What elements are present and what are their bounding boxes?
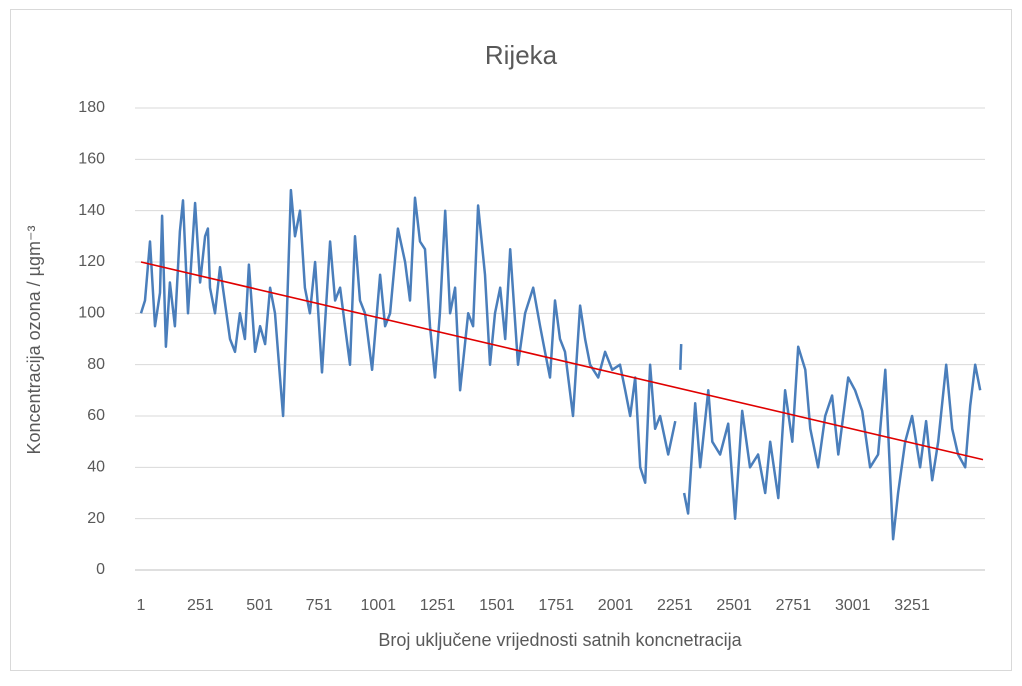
x-tick-label: 2251	[657, 597, 693, 614]
x-tick-label: 3001	[835, 597, 871, 614]
y-tick-label: 180	[78, 99, 105, 116]
y-axis-label: Koncentracija ozona / µgm⁻³	[24, 226, 44, 455]
x-tick-label: 751	[306, 597, 333, 614]
x-axis-label: Broj uključene vrijednosti satnih koncne…	[378, 630, 742, 650]
x-tick-label: 501	[246, 597, 273, 614]
x-tick-label: 1501	[479, 597, 515, 614]
chart-title: Rijeka	[485, 40, 558, 70]
y-tick-label: 100	[78, 305, 105, 322]
x-tick-label: 1751	[538, 597, 574, 614]
x-tick-label: 1251	[420, 597, 456, 614]
y-tick-label: 40	[87, 459, 105, 476]
y-tick-label: 0	[96, 561, 105, 578]
x-tick-label: 2001	[598, 597, 634, 614]
x-tick-label: 251	[187, 597, 214, 614]
y-tick-label: 60	[87, 407, 105, 424]
y-tick-label: 160	[78, 151, 105, 168]
y-tick-label: 120	[78, 253, 105, 270]
trendline	[140, 261, 984, 461]
y-tick-label: 20	[87, 510, 105, 527]
chart-border	[10, 9, 1012, 671]
y-tick-label: 80	[87, 356, 105, 373]
y-tick-label: 140	[78, 202, 105, 219]
x-tick-label: 1	[137, 597, 146, 614]
x-tick-label: 2751	[776, 597, 812, 614]
x-tick-label: 2501	[716, 597, 752, 614]
x-tick-label: 1001	[360, 597, 396, 614]
x-tick-label: 3251	[894, 597, 930, 614]
